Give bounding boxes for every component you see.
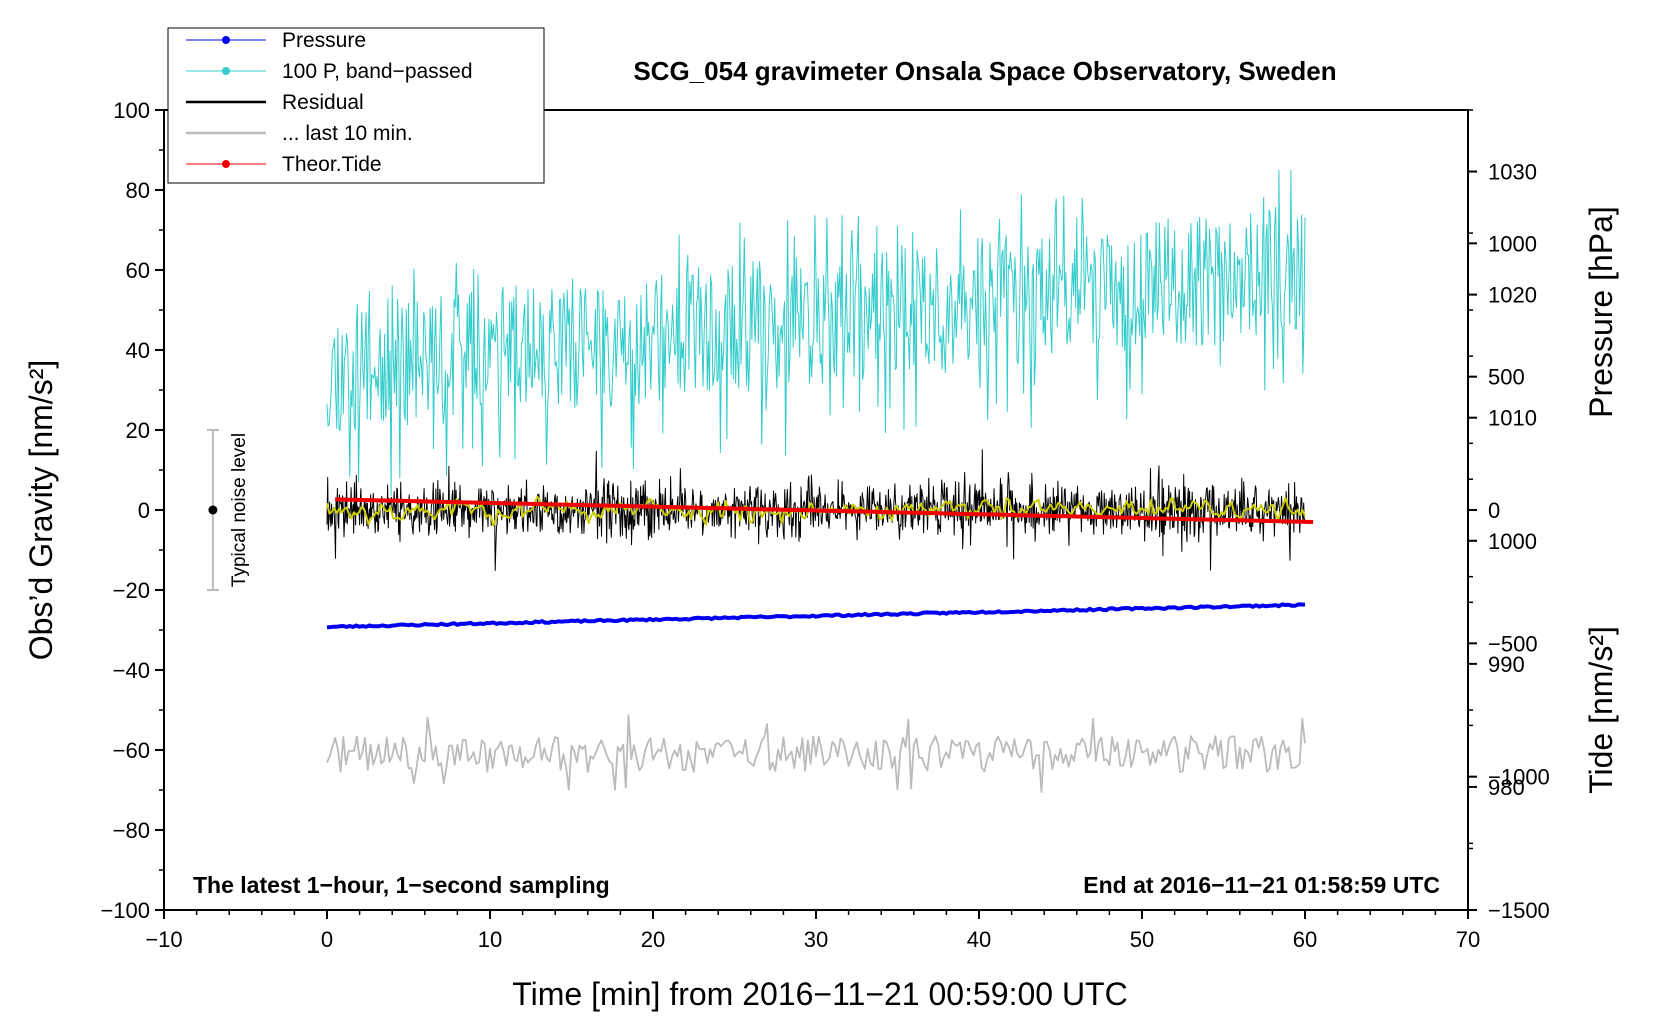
tide-axis-label: Tide [nm/s²] <box>1583 626 1619 794</box>
y-axis-label: Obs’d Gravity [nm/s²] <box>23 360 59 661</box>
pressure-tick-label: 980 <box>1488 775 1525 800</box>
pressure-axis-label: Pressure [hPa] <box>1583 206 1619 418</box>
theor-tide-line <box>335 497 1314 524</box>
noise-level-marker: Typical noise level <box>206 429 250 591</box>
bandpassed-pressure-line <box>326 169 1306 496</box>
y-tick-label: −20 <box>113 578 150 603</box>
residual-line <box>326 449 1306 571</box>
legend-label: Theor.Tide <box>282 153 382 176</box>
legend-marker <box>222 67 230 75</box>
tide-tick-label: −1000 <box>1488 765 1550 790</box>
x-tick-label: −10 <box>145 927 182 952</box>
pressure-tick-label: 1000 <box>1488 529 1537 554</box>
legend: Pressure 100 P, band−passed Residual ... la… <box>167 27 545 184</box>
y-tick-label: 80 <box>126 178 150 203</box>
y-tick-label: −40 <box>113 658 150 683</box>
x-tick-label: 20 <box>641 927 665 952</box>
y-tick-label: −100 <box>100 898 150 923</box>
x-tick-label: 50 <box>1130 927 1154 952</box>
x-tick-label: 30 <box>804 927 828 952</box>
noise-center-dot <box>208 505 218 515</box>
x-tick-label: 70 <box>1456 927 1480 952</box>
pressure-tick-label: 1010 <box>1488 406 1537 431</box>
legend-box <box>167 27 545 184</box>
legend-label: Residual <box>282 91 364 114</box>
x-axis-label: Time [min] from 2016−11−21 00:59:00 UTC <box>512 976 1127 1012</box>
y-tick-label: 60 <box>126 258 150 283</box>
y-tick-label: −60 <box>113 738 150 763</box>
legend-label: ... last 10 min. <box>282 122 413 145</box>
pressure-tick-label: 1020 <box>1488 283 1537 308</box>
y-tick-label: 100 <box>113 98 150 123</box>
y-tick-label: 20 <box>126 418 150 443</box>
legend-label: 100 P, band−passed <box>282 60 473 83</box>
tide-tick-label: 500 <box>1488 365 1525 390</box>
annotation-left: The latest 1−hour, 1−second sampling <box>193 872 610 898</box>
tick-marks: −10 0 10 20 30 40 50 60 70100806040200−20−40−60−… <box>100 98 1549 952</box>
legend-label: Pressure <box>282 29 366 52</box>
pressure-line <box>326 602 1306 630</box>
pressure-tick-label: 990 <box>1488 652 1525 677</box>
annotation-right: End at 2016−11−21 01:58:59 UTC <box>1083 872 1440 898</box>
tide-tick-label: 0 <box>1488 498 1500 523</box>
y-tick-label: 40 <box>126 338 150 363</box>
x-tick-label: 0 <box>321 927 333 952</box>
legend-marker <box>222 160 230 168</box>
pressure-tick-label: 1030 <box>1488 160 1537 185</box>
tide-tick-label: 1000 <box>1488 231 1537 256</box>
legend-marker <box>222 36 230 44</box>
x-tick-label: 40 <box>967 927 991 952</box>
y-tick-label: −80 <box>113 818 150 843</box>
y-tick-label: 0 <box>138 498 150 523</box>
noise-label: Typical noise level <box>229 433 250 587</box>
chart-title: SCG_054 gravimeter Onsala Space Observat… <box>633 56 1336 86</box>
tide-tick-label: −500 <box>1488 631 1538 656</box>
tide-tick-label: −1500 <box>1488 898 1550 923</box>
x-tick-label: 10 <box>478 927 502 952</box>
series-layer <box>326 169 1314 793</box>
x-tick-label: 60 <box>1293 927 1317 952</box>
last-10-min-line <box>326 714 1306 793</box>
